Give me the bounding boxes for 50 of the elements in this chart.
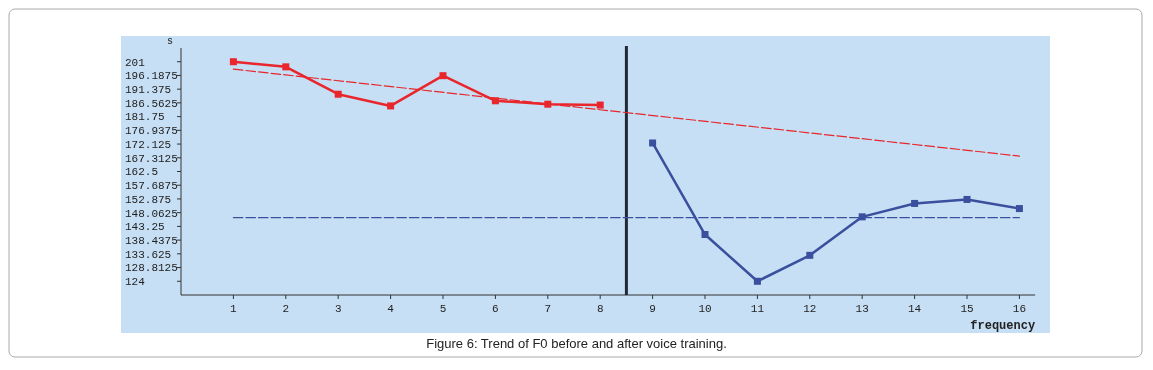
x-tick-label: 13 <box>855 303 869 315</box>
y-tick-label: 148.0625 <box>125 207 178 220</box>
y-tick-label: 196.1875 <box>125 70 178 83</box>
x-tick-label: 16 <box>1012 303 1026 315</box>
point <box>439 72 447 80</box>
y-tick-label: 157.6875 <box>125 180 178 193</box>
x-tick-label: 4 <box>387 303 395 315</box>
y-tick-label: 162.5 <box>125 166 159 179</box>
point <box>1015 205 1023 213</box>
point <box>701 231 709 239</box>
y-tick-label: 124 <box>125 276 146 289</box>
x-tick-label: 2 <box>282 303 290 315</box>
y-tick-label: 138.4375 <box>125 234 178 247</box>
y-tick-label: 128.8125 <box>125 262 178 275</box>
x-tick-label: 12 <box>803 303 817 315</box>
x-tick-label: 8 <box>596 303 604 315</box>
y-tick-label: 133.625 <box>125 248 172 261</box>
x-tick-label: 14 <box>908 303 922 315</box>
x-tick-label: 5 <box>439 303 447 315</box>
point <box>963 195 971 203</box>
y-axis-title: s <box>167 36 174 47</box>
x-tick-label: 6 <box>492 303 499 315</box>
y-tick-label: 167.3125 <box>125 152 178 165</box>
x-tick-label: 7 <box>544 303 552 315</box>
point <box>282 63 290 71</box>
point <box>596 101 604 109</box>
y-tick-label: 201 <box>125 56 146 69</box>
point <box>806 251 814 259</box>
x-tick-label: 3 <box>334 303 342 315</box>
point <box>753 277 761 285</box>
y-tick-label: 143.25 <box>125 221 165 234</box>
y-tick-label: 191.375 <box>125 84 172 97</box>
y-tick-label: 172.125 <box>125 138 172 151</box>
point <box>858 213 866 221</box>
x-tick-label: 10 <box>698 303 712 315</box>
x-tick-label: 15 <box>960 303 974 315</box>
point <box>334 90 342 98</box>
point <box>229 58 237 66</box>
y-tick-label: 181.75 <box>125 111 165 124</box>
y-tick-label: 176.9375 <box>125 125 178 138</box>
text: Figure 6: Trend of F0 before and after voice training. <box>426 336 727 351</box>
y-tick-label: 152.875 <box>125 193 172 206</box>
point <box>911 199 919 207</box>
x-tick-label: 11 <box>750 303 765 315</box>
point <box>387 102 395 110</box>
x-tick-label: 9 <box>649 303 656 315</box>
x-axis-title: frequency <box>970 319 1036 333</box>
y-tick-label: 186.5625 <box>125 97 178 110</box>
x-tick-label: 1 <box>230 303 238 315</box>
point <box>649 139 657 147</box>
